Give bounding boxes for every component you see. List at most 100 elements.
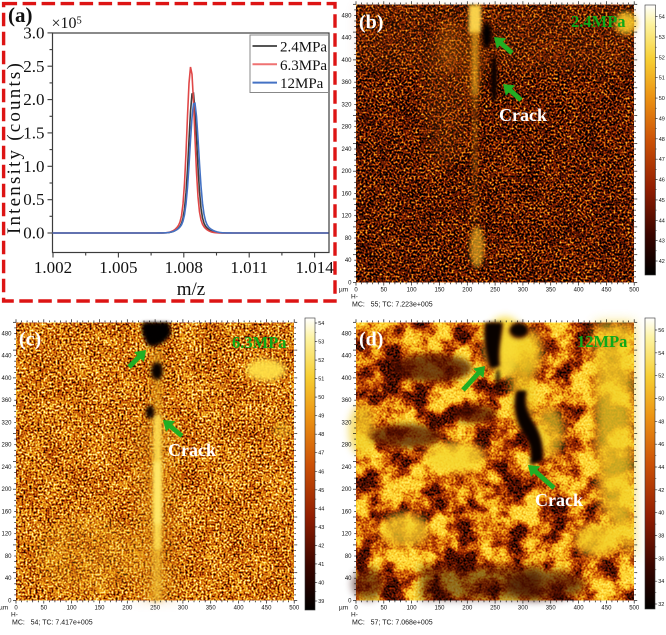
svg-text:49: 49 (659, 116, 665, 122)
svg-text:320: 320 (1, 421, 12, 427)
svg-text:250: 250 (150, 606, 161, 612)
svg-text:3.0: 3.0 (23, 23, 44, 42)
svg-text:H-: H- (11, 612, 18, 619)
svg-text:0.0: 0.0 (23, 224, 44, 243)
svg-text:500: 500 (289, 606, 300, 612)
svg-text:200: 200 (341, 169, 352, 175)
svg-text:42: 42 (318, 543, 324, 549)
svg-text:2.4MPa: 2.4MPa (571, 12, 626, 31)
svg-text:56: 56 (658, 328, 664, 334)
svg-text:43: 43 (659, 239, 665, 245)
svg-text:48: 48 (658, 419, 664, 425)
svg-text:250: 250 (490, 288, 501, 294)
svg-text:47: 47 (659, 157, 665, 163)
svg-text:500: 500 (629, 606, 640, 612)
svg-text:160: 160 (341, 510, 352, 516)
svg-text:0: 0 (348, 599, 352, 605)
svg-text:36: 36 (658, 556, 664, 562)
svg-text:0: 0 (354, 606, 358, 612)
svg-text:1.002: 1.002 (34, 258, 72, 277)
svg-text:MC: 54; TC: 7.417e+005: MC: 54; TC: 7.417e+005 (12, 620, 93, 627)
svg-text:440: 440 (1, 354, 12, 360)
svg-text:44: 44 (318, 506, 324, 512)
svg-text:51: 51 (659, 76, 665, 82)
svg-text:2.4MPa: 2.4MPa (280, 40, 327, 56)
svg-text:350: 350 (546, 606, 557, 612)
svg-text:200: 200 (1, 487, 12, 493)
svg-text:Crack: Crack (499, 105, 547, 125)
svg-text:×105: ×105 (52, 15, 82, 32)
svg-text:39: 39 (318, 599, 324, 605)
svg-text:240: 240 (1, 465, 12, 471)
svg-text:48: 48 (318, 432, 324, 438)
svg-text:360: 360 (341, 80, 352, 86)
svg-text:40: 40 (345, 576, 352, 582)
svg-text:240: 240 (341, 465, 352, 471)
svg-text:45: 45 (659, 198, 665, 204)
svg-text:1.5: 1.5 (23, 123, 44, 142)
svg-text:52: 52 (318, 358, 324, 364)
svg-text:1.014: 1.014 (295, 258, 334, 277)
svg-text:400: 400 (1, 376, 12, 382)
svg-text:400: 400 (574, 606, 585, 612)
svg-text:100: 100 (407, 606, 418, 612)
svg-text:46: 46 (318, 469, 324, 475)
svg-text:400: 400 (341, 376, 352, 382)
svg-text:m/z: m/z (177, 279, 206, 300)
svg-text:0: 0 (8, 599, 12, 605)
svg-text:80: 80 (345, 236, 352, 242)
svg-text:280: 280 (341, 125, 352, 131)
svg-text:0: 0 (348, 281, 352, 287)
svg-text:200: 200 (122, 606, 133, 612)
svg-text:200: 200 (341, 487, 352, 493)
svg-text:54: 54 (318, 321, 324, 327)
svg-text:1.005: 1.005 (99, 258, 137, 277)
svg-text:150: 150 (434, 606, 445, 612)
svg-text:6.3MPa: 6.3MPa (232, 333, 287, 352)
svg-text:80: 80 (5, 554, 12, 560)
svg-text:1.008: 1.008 (165, 258, 203, 277)
svg-text:46: 46 (658, 442, 664, 448)
svg-text:(a): (a) (8, 3, 33, 27)
svg-text:440: 440 (341, 36, 352, 42)
svg-text:48: 48 (659, 137, 665, 143)
svg-text:320: 320 (341, 103, 352, 109)
svg-text:400: 400 (234, 606, 245, 612)
svg-text:120: 120 (1, 532, 12, 538)
svg-text:(c): (c) (19, 329, 41, 351)
svg-text:MC: 57; TC: 7.068e+005: MC: 57; TC: 7.068e+005 (352, 620, 433, 627)
svg-text:40: 40 (658, 511, 664, 517)
svg-text:45: 45 (318, 488, 324, 494)
svg-text:41: 41 (318, 562, 324, 568)
svg-text:53: 53 (659, 35, 665, 41)
svg-text:100: 100 (407, 288, 418, 294)
svg-text:300: 300 (518, 606, 529, 612)
svg-text:40: 40 (345, 258, 352, 264)
svg-text:34: 34 (658, 579, 664, 585)
svg-text:1.011: 1.011 (230, 258, 268, 277)
svg-text:150: 150 (94, 606, 105, 612)
svg-text:54: 54 (658, 351, 664, 357)
svg-text:300: 300 (178, 606, 189, 612)
svg-text:50: 50 (40, 606, 47, 612)
svg-text:450: 450 (261, 606, 272, 612)
svg-text:2.0: 2.0 (23, 90, 44, 109)
svg-text:200: 200 (462, 606, 473, 612)
svg-text:12MPa: 12MPa (577, 332, 627, 351)
svg-text:50: 50 (318, 395, 324, 401)
svg-text:12MPa: 12MPa (280, 76, 324, 92)
svg-text:52: 52 (658, 374, 664, 380)
svg-text:320: 320 (341, 421, 352, 427)
svg-text:H-: H- (351, 294, 358, 301)
svg-text:(b): (b) (359, 12, 383, 34)
svg-text:120: 120 (341, 532, 352, 538)
svg-text:43: 43 (318, 525, 324, 531)
svg-text:49: 49 (318, 414, 324, 420)
svg-text:50: 50 (380, 288, 387, 294)
svg-text:350: 350 (206, 606, 217, 612)
svg-text:40: 40 (5, 576, 12, 582)
svg-text:µm: µm (0, 605, 8, 612)
svg-text:53: 53 (318, 340, 324, 346)
svg-text:0: 0 (14, 606, 18, 612)
svg-text:250: 250 (490, 606, 501, 612)
